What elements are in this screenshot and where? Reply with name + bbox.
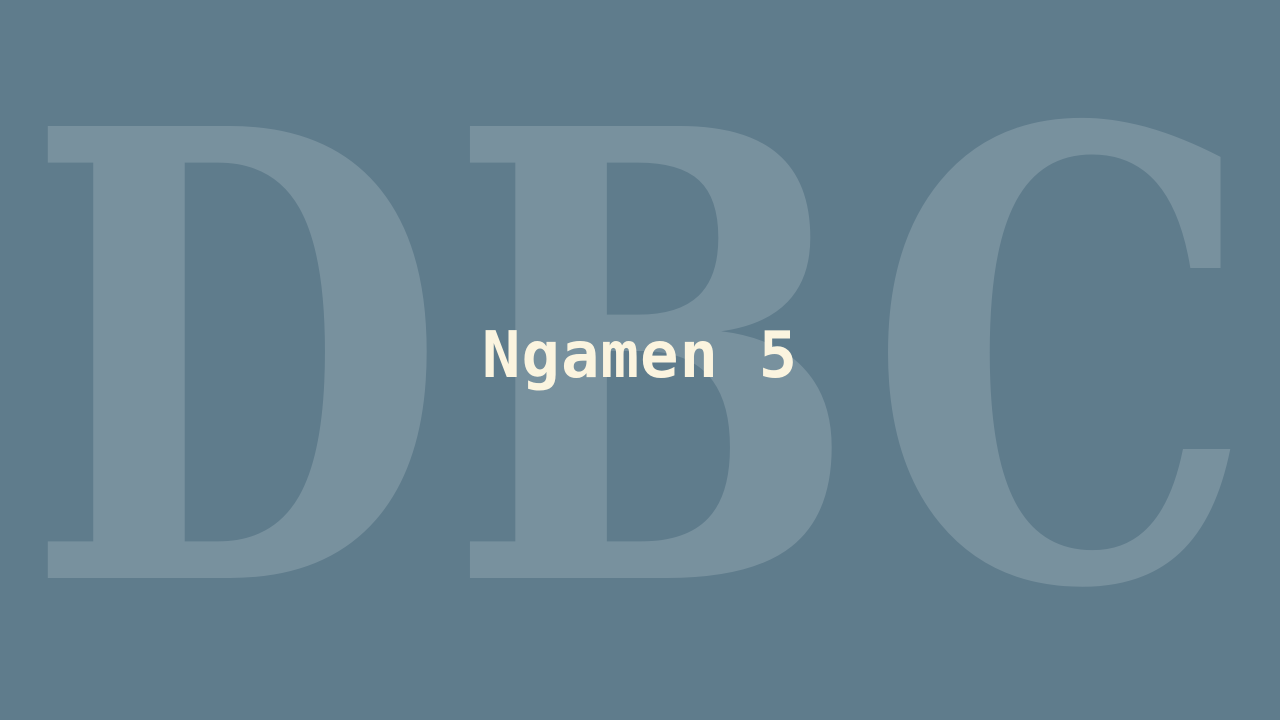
slide-title: Ngamen 5 bbox=[481, 319, 799, 393]
watermark-text: DBC bbox=[25, 0, 1255, 720]
